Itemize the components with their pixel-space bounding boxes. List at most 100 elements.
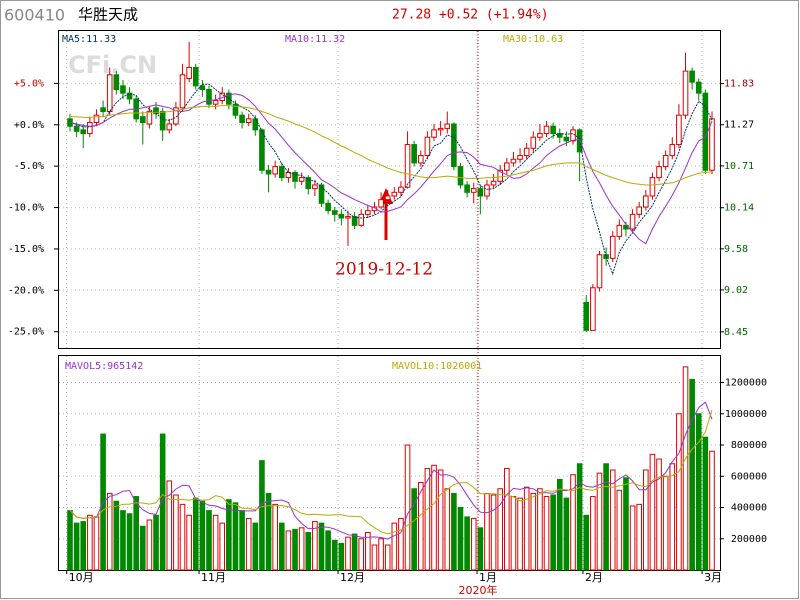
volume-bar: [457, 507, 464, 571]
volume-bar: [166, 480, 173, 571]
volume-bar: [451, 492, 457, 571]
volume-bar: [470, 517, 477, 571]
candle-body: [265, 169, 272, 175]
candle-body: [543, 125, 550, 135]
candle-body: [365, 210, 371, 215]
candle-body: [497, 169, 504, 182]
candle-body: [113, 74, 120, 90]
volume-bar: [312, 521, 318, 571]
y-tick-label: 8.45: [724, 327, 748, 338]
candle-body: [517, 155, 523, 160]
candle-body: [173, 107, 179, 125]
volume-bar: [126, 513, 133, 571]
volume-bar: [245, 517, 252, 571]
candle-body: [212, 100, 219, 105]
volume-bar: [278, 522, 285, 571]
candle-body: [179, 74, 186, 109]
candle-body: [682, 70, 689, 116]
volume-bar: [623, 477, 629, 571]
candle-body: [159, 111, 166, 131]
candle-body: [312, 184, 318, 190]
quote: 27.28 +0.52 (+1.94%): [392, 8, 549, 23]
volume-bar: [252, 522, 259, 571]
vol-tick-label: 1000000: [725, 409, 767, 420]
candle-body: [331, 210, 338, 215]
vol-ma-label: MAVOL10:1026001: [392, 361, 482, 372]
candle-body: [702, 92, 709, 171]
ma-line: [70, 105, 713, 186]
volume-bar: [179, 503, 186, 571]
volume-bar: [93, 516, 100, 571]
candle-body: [232, 103, 239, 116]
candle-body: [192, 66, 199, 87]
volume-bar: [709, 450, 715, 571]
candle-body: [73, 125, 80, 132]
candle-body: [417, 155, 424, 164]
candle-body: [477, 188, 484, 197]
volume-bar: [292, 528, 298, 571]
candle-body: [563, 136, 570, 142]
candle-body: [629, 213, 636, 230]
candle-body: [146, 111, 153, 125]
volume-bar: [477, 527, 484, 571]
candle-body: [490, 180, 497, 186]
candle-body: [325, 202, 331, 212]
volume-bar: [265, 492, 272, 571]
volume-bar: [517, 497, 523, 571]
y2-tick-label: +0.0%: [14, 120, 44, 131]
candle-body: [590, 287, 596, 331]
candle-body: [272, 166, 278, 175]
candle-body: [239, 114, 245, 124]
volume-bar: [490, 494, 497, 571]
volume-bar: [563, 497, 570, 571]
volume-bar: [404, 444, 411, 571]
y-tick-label: 10.71: [724, 161, 754, 172]
candle-body: [636, 206, 642, 215]
vol-tick-label: 400000: [731, 503, 767, 514]
volume-bar: [298, 527, 305, 571]
volume-bar: [537, 488, 543, 571]
candle-body: [676, 114, 682, 146]
year-label: 2020年: [459, 583, 498, 597]
candle-body: [437, 127, 444, 131]
watermark: CFi.CN: [68, 51, 157, 79]
candle-body: [345, 216, 351, 219]
candle-body: [298, 177, 305, 182]
ma-label: MA5:11.33: [62, 34, 116, 45]
volume-bar: [272, 503, 278, 571]
candle-body: [292, 171, 298, 182]
volume-bar: [656, 458, 662, 571]
candle-body: [431, 129, 437, 138]
volume-bar: [530, 492, 537, 571]
volume-bar: [146, 519, 153, 571]
candle-body: [470, 188, 477, 193]
volume-bar: [73, 522, 80, 571]
candle-body: [464, 184, 470, 193]
candle-body: [510, 158, 517, 164]
annotation: 2019-12-12: [335, 260, 433, 280]
volume-bar: [338, 542, 345, 571]
volume-bar: [331, 539, 338, 571]
candle-body: [206, 88, 212, 105]
volume-bar: [590, 496, 596, 571]
candle-body: [100, 107, 106, 113]
candle-body: [126, 92, 133, 100]
x-tick-label: 2月: [585, 571, 603, 584]
volume-bar: [285, 530, 292, 571]
vol-tick-label: 600000: [731, 471, 767, 482]
candle-body: [530, 136, 537, 149]
vol-ma-line: [69, 409, 713, 535]
candle-body: [709, 118, 715, 171]
volume-bar: [417, 482, 424, 571]
candle-body: [384, 195, 391, 201]
volume-bar: [643, 469, 649, 571]
volume-bar: [173, 494, 179, 571]
volume-bar: [371, 544, 378, 571]
vol-ma-label: MAVOL5:965142: [65, 361, 143, 372]
candle-body: [689, 70, 695, 83]
volume-bar: [391, 522, 398, 571]
volume-bar: [153, 514, 159, 571]
volume-bar: [523, 486, 530, 571]
